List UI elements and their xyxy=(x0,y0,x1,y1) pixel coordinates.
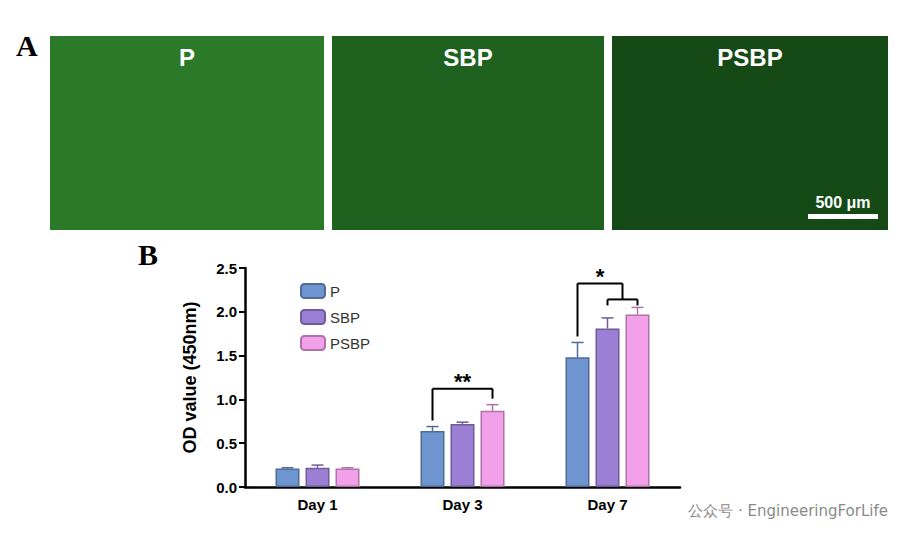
svg-text:500 μm: 500 μm xyxy=(815,194,870,211)
svg-text:Day 3: Day 3 xyxy=(442,496,482,513)
svg-text:SBP: SBP xyxy=(443,44,492,71)
svg-text:2.0: 2.0 xyxy=(216,303,237,320)
svg-text:P: P xyxy=(179,44,195,71)
svg-text:1.5: 1.5 xyxy=(216,347,237,364)
svg-text:Day 7: Day 7 xyxy=(587,496,627,513)
svg-text:PSBP: PSBP xyxy=(330,335,370,352)
svg-text:2.5: 2.5 xyxy=(216,260,237,277)
svg-text:0.5: 0.5 xyxy=(216,435,237,452)
svg-text:**: ** xyxy=(454,369,472,394)
svg-text:*: * xyxy=(596,264,605,289)
svg-text:P: P xyxy=(330,283,340,300)
svg-text:0.0: 0.0 xyxy=(216,479,237,496)
html-text:B: B xyxy=(138,238,158,271)
svg-text:Day 1: Day 1 xyxy=(297,496,337,513)
svg-text:A: A xyxy=(16,29,38,62)
svg-text:OD value (450nm): OD value (450nm) xyxy=(180,301,200,453)
svg-text:1.0: 1.0 xyxy=(216,391,237,408)
svg-text:PSBP: PSBP xyxy=(717,44,782,71)
svg-text:SBP: SBP xyxy=(330,309,360,326)
html-text:公众号 · EngineeringForLife: 公众号 · EngineeringForLife xyxy=(688,502,888,520)
